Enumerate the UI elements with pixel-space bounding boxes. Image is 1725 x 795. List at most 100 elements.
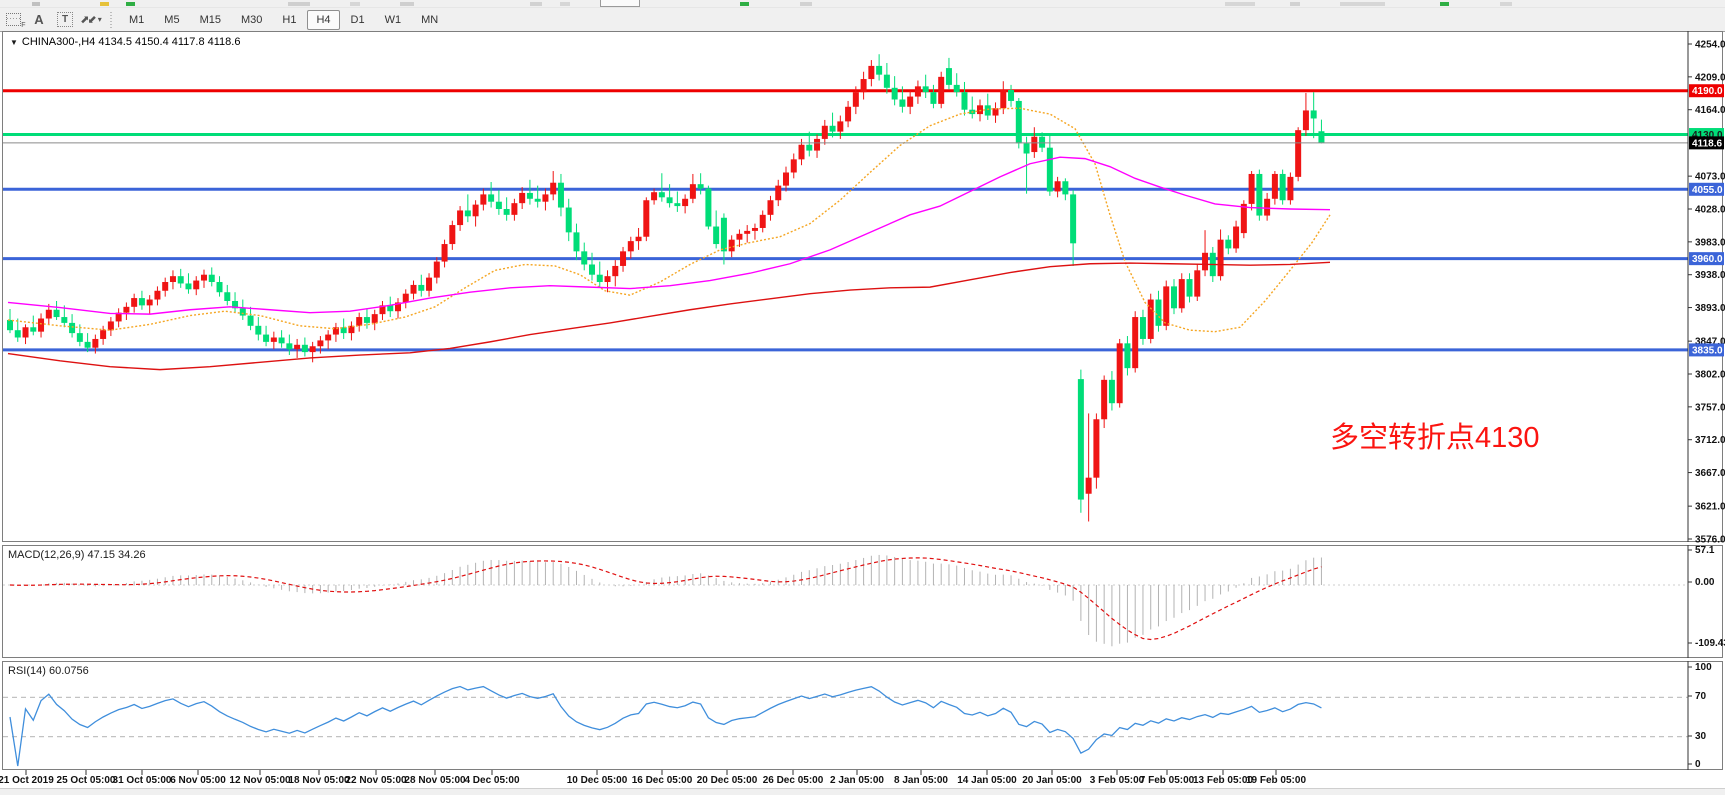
ma-fast-orange [7, 107, 1331, 333]
macd-signal-line [9, 557, 1322, 641]
timeframe-button-h4[interactable]: H4 [307, 9, 340, 30]
toolbar-icon-fragment [32, 2, 40, 6]
label-tool-button[interactable]: A [27, 10, 51, 30]
price-tick-label: 3667.0 [1695, 468, 1725, 479]
price-tick-label: 3712.0 [1695, 435, 1725, 446]
ma-mid-magenta [7, 156, 1331, 315]
date-tick-label: 2 Jan 05:00 [830, 775, 884, 786]
crosshair-grid-tool-button[interactable]: F [1, 10, 26, 30]
rsi-axis-label: 100 [1695, 662, 1712, 673]
arrows-icon: ⬈⬋ [80, 14, 97, 26]
rsi-layer [3, 685, 1688, 767]
hline-price-badge: 4190.0 [1692, 86, 1723, 97]
price-tick-label: 4028.0 [1695, 204, 1725, 215]
macd-axis-label: 57.1 [1695, 545, 1715, 556]
hline-price-badge: 3835.0 [1692, 345, 1723, 356]
date-tick-label: 22 Nov 05:00 [345, 775, 407, 786]
rsi-axis-label: 30 [1695, 731, 1707, 742]
timeframe-button-d1[interactable]: D1 [350, 13, 365, 26]
price-tick-label: 3893.0 [1695, 303, 1725, 314]
chart-text-annotation[interactable]: 多空转折点4130 [1330, 422, 1540, 454]
date-tick-label: 26 Dec 05:00 [763, 775, 824, 786]
price-tick-label: 4209.0 [1695, 72, 1725, 83]
letter-a-icon: A [34, 12, 44, 27]
timeframe-button-mn[interactable]: MN [421, 13, 439, 26]
timeframe-button-m5[interactable]: M5 [164, 13, 180, 26]
hline-price-badge: 4130.0 [1692, 130, 1723, 141]
toolbar-icon-fragment [1340, 2, 1385, 6]
toolbar-icon-fragment [1290, 2, 1300, 6]
price-tick-label: 3938.0 [1695, 270, 1725, 281]
date-tick-label: 19 Feb 05:00 [1246, 775, 1306, 786]
collapse-triangle-icon[interactable]: ▼ [10, 38, 18, 47]
date-tick-label: 31 Oct 05:00 [113, 775, 172, 786]
price-tick-label: 4164.0 [1695, 105, 1725, 116]
price-tick-label: 3621.0 [1695, 502, 1725, 513]
price-tick-label: 4073.0 [1695, 172, 1725, 183]
date-tick-label: 16 Dec 05:00 [632, 775, 693, 786]
text-tool-button[interactable]: T [53, 10, 77, 30]
timeframe-button-m1[interactable]: M1 [129, 13, 145, 26]
dropdown-caret-icon[interactable]: ▾ [97, 15, 102, 24]
main-chart-panel[interactable] [2, 31, 1723, 542]
date-tick-label: 4 Dec 05:00 [464, 775, 519, 786]
rsi-header-label: RSI(14) 60.0756 [8, 665, 89, 677]
timeframe-button-m15[interactable]: M15 [199, 13, 221, 26]
timeframe-button-group: M1 M5 M15 M30 H1 H4 D1 W1 MN [119, 9, 448, 30]
hline-price-badge: 4055.0 [1692, 185, 1723, 196]
toolbar-icon-fragment-green [1440, 2, 1449, 6]
toolbar-grip-handle[interactable] [110, 11, 115, 28]
rsi-axis-label: 0 [1695, 759, 1701, 770]
upper-toolbar-cutoff-strip [0, 0, 1725, 8]
hline-price-badge: 3960.0 [1692, 254, 1723, 265]
arrows-tool-button[interactable]: ⬈⬋ ▾ [79, 10, 103, 30]
date-tick-label: 20 Jan 05:00 [1022, 775, 1082, 786]
toolbar-icon-fragment [560, 2, 570, 6]
toolbar-icon-fragment-pressed [600, 0, 640, 7]
toolbar-icon-fragment [1500, 2, 1512, 6]
toolbar-icon-fragment [1225, 2, 1255, 6]
timeframe-button-m30[interactable]: M30 [240, 13, 263, 26]
rsi-indicator-panel[interactable] [2, 661, 1723, 770]
toolbar-icon-fragment [288, 2, 310, 6]
date-tick-label: 3 Feb 05:00 [1090, 775, 1145, 786]
date-tick-label: 8 Jan 05:00 [894, 775, 948, 786]
date-tick-label: 20 Dec 05:00 [697, 775, 758, 786]
rsi-axis-label: 70 [1695, 691, 1707, 702]
macd-axis-label: -109.43 [1695, 638, 1725, 649]
price-tick-label: 3802.0 [1695, 369, 1725, 380]
grid-f-icon: F [5, 13, 26, 29]
toolbar-icon-fragment-green [740, 2, 749, 6]
date-tick-label: 13 Feb 05:00 [1193, 775, 1253, 786]
ma-slow-red [7, 261, 1331, 371]
toolbar-icon-fragment-yellow [100, 2, 109, 6]
macd-layer [3, 554, 1688, 647]
symbol-quote-header[interactable]: ▼ CHINA300-,H4 4134.5 4150.4 4117.8 4118.… [10, 36, 240, 48]
rsi-line [9, 685, 1322, 767]
axes-layer: 4254.0 4209.0 4164.0 4073.0 4028.0 3983.0 3938… [0, 31, 1725, 786]
date-tick-label: 7 Feb 05:00 [1140, 775, 1195, 786]
macd-indicator-panel[interactable] [2, 545, 1723, 658]
price-tick-label: 3576.0 [1695, 534, 1725, 545]
date-tick-label: 21 Oct 2019 [0, 775, 54, 786]
date-tick-label: 6 Nov 05:00 [170, 775, 226, 786]
price-tick-label: 4254.0 [1695, 40, 1725, 51]
toolbar-icon-fragment [400, 2, 414, 6]
status-bar-edge [0, 788, 1725, 795]
macd-header-label: MACD(12,26,9) 47.15 34.26 [8, 549, 146, 561]
main-chart-layer [3, 54, 1688, 522]
macd-axis-label: 0.00 [1695, 577, 1715, 588]
price-tick-label: 3983.0 [1695, 237, 1725, 248]
toolbar-icon-fragment [350, 2, 360, 6]
toolbar-icon-fragment-green [126, 2, 135, 6]
timeframe-button-h1[interactable]: H1 [282, 13, 297, 26]
quote-text: CHINA300-,H4 4134.5 4150.4 4117.8 4118.6 [21, 36, 241, 48]
date-tick-label: 14 Jan 05:00 [957, 775, 1017, 786]
timeframe-button-w1[interactable]: W1 [384, 13, 402, 26]
date-tick-label: 12 Nov 05:00 [229, 775, 291, 786]
date-tick-label: 25 Oct 05:00 [57, 775, 116, 786]
date-tick-label: 28 Nov 05:00 [404, 775, 466, 786]
text-box-icon: T [57, 12, 73, 27]
date-tick-label: 10 Dec 05:00 [567, 775, 628, 786]
